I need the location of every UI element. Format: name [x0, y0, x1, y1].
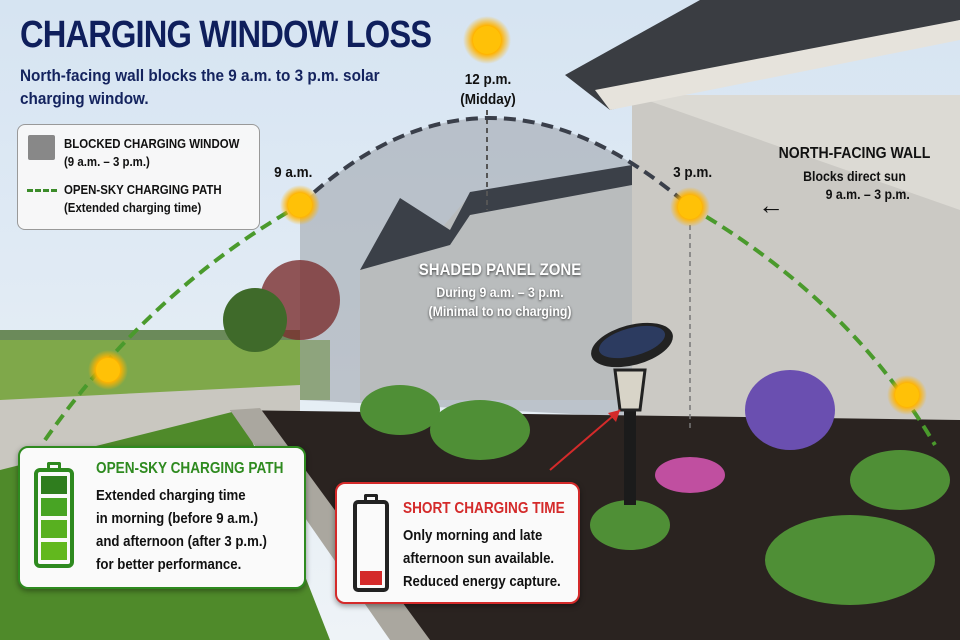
legend-open-label: OPEN-SKY CHARGING PATH	[64, 182, 222, 197]
open-card-body: Extended charging time in morning (befor…	[96, 484, 290, 576]
arrow-left-icon: ←	[758, 190, 784, 220]
label-9am: 9 a.m.	[274, 164, 313, 181]
open-sky-path-afternoon	[688, 205, 937, 447]
label-noon-time: 12 p.m.	[464, 71, 512, 88]
battery-full-icon	[34, 462, 74, 568]
legend: BLOCKED CHARGING WINDOW (9 a.m. – 3 p.m.…	[17, 124, 260, 230]
battery-low-icon	[353, 494, 389, 592]
sun-icon	[887, 375, 927, 415]
label-3pm: 3 p.m.	[673, 164, 713, 181]
open-card-line: for better performance.	[96, 556, 242, 573]
pointer-line	[549, 409, 621, 471]
open-sky-card: OPEN-SKY CHARGING PATH Extended charging…	[18, 446, 306, 589]
blocked-swatch	[28, 135, 55, 160]
open-card-title: OPEN-SKY CHARGING PATH	[96, 460, 284, 477]
tree-line	[0, 330, 300, 340]
shaded-zone-title: SHADED PANEL ZONE	[418, 260, 582, 279]
short-card-line: afternoon sun available.	[403, 550, 555, 567]
shaded-zone-line1: During 9 a.m. – 3 p.m.	[436, 284, 564, 300]
short-card-line: Reduced energy capture.	[403, 573, 561, 590]
legend-open-sub: (Extended charging time)	[64, 200, 202, 215]
label-noon: 12 p.m. (Midday)	[454, 70, 522, 110]
legend-blocked-sub: (9 a.m. – 3 p.m.)	[64, 154, 150, 169]
solar-light	[591, 322, 673, 505]
short-card-line: Only morning and late	[403, 527, 543, 544]
sun-icon	[670, 187, 710, 227]
wall-label-line2: 9 a.m. – 3 p.m.	[825, 186, 910, 202]
open-sky-path-morning	[43, 203, 301, 442]
wall-label-line1: Blocks direct sun	[803, 168, 906, 184]
page-title: CHARGING WINDOW LOSS	[20, 14, 432, 56]
blocked-arc	[298, 116, 692, 209]
open-card-line: and afternoon (after 3 p.m.)	[96, 533, 267, 550]
short-charging-card: SHORT CHARGING TIME Only morning and lat…	[335, 482, 580, 604]
sun-icon	[88, 350, 128, 390]
page-subtitle: North-facing wall blocks the 9 a.m. to 3…	[20, 66, 380, 108]
open-card-line: Extended charging time	[96, 487, 246, 504]
wall-label-title: NORTH-FACING WALL	[778, 145, 931, 162]
short-card-body: Only morning and late afternoon sun avai…	[403, 524, 582, 593]
shaded-zone-label: SHADED PANEL ZONE During 9 a.m. – 3 p.m.…	[385, 260, 615, 319]
short-card-title: SHORT CHARGING TIME	[403, 500, 565, 517]
label-noon-sub: (Midday)	[460, 91, 516, 108]
sun-icon	[463, 16, 511, 64]
open-path-swatch	[27, 189, 57, 192]
sun-icon	[280, 185, 320, 225]
open-card-line: in morning (before 9 a.m.)	[96, 510, 259, 527]
legend-blocked-label: BLOCKED CHARGING WINDOW	[64, 136, 240, 151]
wall-label: NORTH-FACING WALL Blocks direct sun 9 a.…	[762, 145, 947, 202]
shaded-zone-line2: (Minimal to no charging)	[428, 303, 572, 319]
